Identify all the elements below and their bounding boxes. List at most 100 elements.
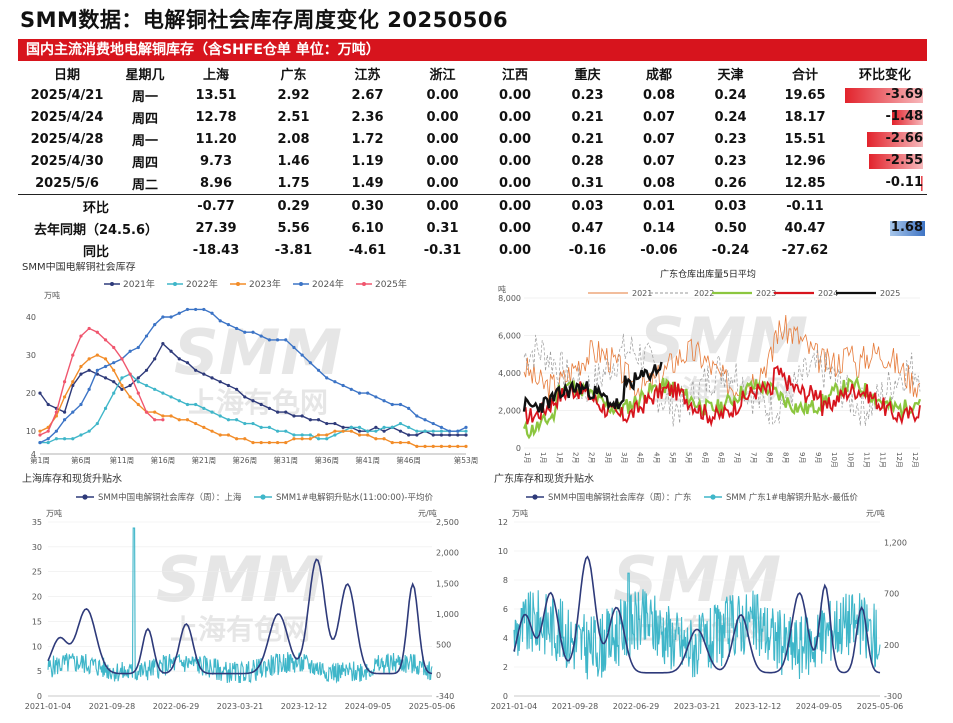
x-tick-label: 9月 bbox=[814, 452, 822, 463]
left-tick-label: 0 bbox=[503, 692, 508, 701]
x-tick: 3月 bbox=[604, 452, 612, 463]
data-point bbox=[374, 429, 378, 433]
change-bar bbox=[866, 132, 923, 147]
left-tick-label: 0 bbox=[37, 692, 42, 701]
x-tick-label: 10月 bbox=[846, 452, 854, 468]
col-header: 广东 bbox=[280, 67, 307, 83]
data-point bbox=[62, 380, 67, 384]
left-tick-label: 10 bbox=[498, 547, 508, 556]
data-point bbox=[243, 330, 247, 334]
cell-value: 27.39 bbox=[195, 220, 237, 236]
x-tick: 4月 bbox=[652, 452, 660, 463]
data-point bbox=[300, 353, 304, 357]
data-point bbox=[431, 444, 435, 448]
data-point bbox=[210, 410, 214, 414]
y-unit: 万吨 bbox=[44, 290, 60, 300]
data-point bbox=[439, 444, 444, 448]
chart-shanghai-premium: SMM 上海有色网 上海库存和现货升贴水 SMM中国电解铜社会库存（周）：上海 SMM1… bbox=[18, 470, 478, 719]
data-point bbox=[292, 433, 296, 437]
left-tick-label: 10 bbox=[32, 642, 42, 651]
change-bar bbox=[891, 110, 923, 125]
x-tick: 7月 bbox=[733, 452, 741, 463]
x-tick-label: 第6周 bbox=[71, 455, 91, 465]
x-tick-label: 2024-09-05 bbox=[796, 702, 843, 711]
data-point bbox=[284, 429, 288, 433]
table-row: 2025/4/24 周四 12.78 2.51 2.36 0.00 0.00 0.21 0.07… bbox=[18, 106, 927, 128]
right-tick-label: 200 bbox=[884, 641, 899, 650]
legend-label: 2021 bbox=[632, 289, 652, 298]
cell-weekday: 周一 bbox=[131, 89, 158, 105]
data-point bbox=[202, 406, 206, 410]
inventory-line bbox=[47, 558, 433, 675]
data-point bbox=[161, 391, 165, 395]
x-tick-label: 2023-12-12 bbox=[735, 702, 782, 711]
legend-marker bbox=[236, 282, 240, 286]
data-point bbox=[456, 433, 460, 437]
data-point bbox=[210, 376, 214, 380]
cell-value: 0.00 bbox=[426, 109, 459, 125]
data-point bbox=[112, 380, 116, 384]
x-tick-label: 2021-01-04 bbox=[25, 702, 72, 711]
cell-value: 0.08 bbox=[642, 175, 676, 191]
legend-label: 2025 bbox=[880, 289, 900, 298]
data-point bbox=[382, 425, 386, 429]
data-point bbox=[382, 429, 386, 433]
data-point bbox=[144, 334, 149, 338]
legend-label: SMM1#电解铜升贴水(11:00:00)-平均价 bbox=[276, 492, 433, 503]
x-tick-label: 2025-05-06 bbox=[409, 702, 456, 711]
col-header: 上海 bbox=[202, 67, 229, 83]
data-point bbox=[374, 437, 378, 441]
data-point bbox=[54, 429, 58, 433]
x-tick-label: 1月 bbox=[539, 452, 547, 463]
col-header: 环比变化 bbox=[858, 67, 911, 83]
right-tick-label: -340 bbox=[436, 692, 454, 701]
data-point bbox=[415, 433, 419, 437]
left-tick-label: 8 bbox=[503, 576, 508, 585]
change-bar bbox=[845, 88, 923, 103]
data-point bbox=[415, 444, 419, 448]
cell-value: -0.16 bbox=[568, 242, 607, 258]
cell-value: 0.21 bbox=[571, 131, 604, 147]
data-point bbox=[161, 342, 165, 346]
x-tick-label: 2021-01-04 bbox=[491, 702, 538, 711]
cell-value: 0.24 bbox=[714, 87, 747, 103]
x-tick: 11月 bbox=[863, 452, 871, 468]
data-point bbox=[407, 406, 411, 410]
legend-label: SMM中国电解铜社会库存（周）：上海 bbox=[98, 492, 242, 503]
col-header: 江苏 bbox=[354, 67, 381, 83]
right-tick-label: 500 bbox=[436, 641, 451, 650]
data-point bbox=[300, 414, 304, 418]
data-point bbox=[136, 380, 140, 384]
data-point bbox=[415, 429, 419, 433]
y-tick-label: 2,000 bbox=[498, 407, 521, 416]
chart-national-inventory: SMM 上海有色网 SMM中国电解铜社会库存 万吨 2021年 2022年 2023年 202… bbox=[18, 260, 478, 468]
data-point bbox=[95, 368, 99, 372]
watermark-logo: SMM bbox=[174, 316, 342, 389]
cell-value: 0.07 bbox=[642, 131, 676, 147]
data-point bbox=[374, 425, 378, 429]
data-point bbox=[398, 440, 403, 445]
x-tick: 12月 bbox=[911, 452, 919, 468]
left-tick-label: 15 bbox=[32, 617, 42, 626]
data-point bbox=[79, 402, 83, 407]
x-tick: 1月 bbox=[523, 452, 531, 463]
data-point bbox=[390, 440, 394, 445]
right-tick-label: 1,000 bbox=[436, 610, 459, 619]
cell-value: -0.06 bbox=[640, 242, 678, 258]
x-tick-label: 第26周 bbox=[233, 455, 258, 465]
cell-date: 2025/4/21 bbox=[30, 87, 104, 103]
y-tick-label: 6,000 bbox=[498, 332, 521, 341]
cell-value: 0.23 bbox=[714, 131, 747, 147]
data-point bbox=[259, 334, 263, 338]
left-tick-label: 30 bbox=[32, 543, 42, 552]
data-point bbox=[54, 410, 58, 414]
legend-label: 2022 bbox=[694, 289, 714, 298]
cell-date: 2025/4/30 bbox=[30, 153, 104, 169]
data-point bbox=[267, 425, 271, 429]
legend-label: 2024 bbox=[818, 289, 838, 298]
cell-value: 5.56 bbox=[277, 220, 310, 236]
chart-title: SMM中国电解铜社会库存 bbox=[22, 262, 136, 273]
col-header: 成都 bbox=[645, 67, 672, 83]
data-point bbox=[194, 368, 198, 372]
table-row-yoy: 同比 -18.43 -3.81 -4.61 -0.31 0.00 -0.16 -0.06 -0.… bbox=[18, 239, 927, 261]
